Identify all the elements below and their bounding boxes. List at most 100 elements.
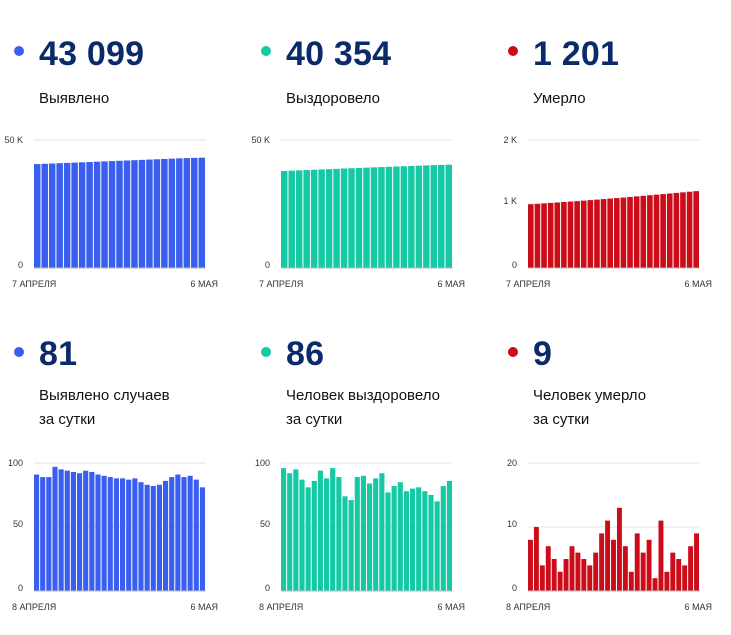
- bar: [446, 480, 452, 591]
- bar: [391, 486, 397, 591]
- bar: [686, 191, 693, 268]
- bar: [354, 477, 360, 591]
- y-tick-label: 2 K: [503, 135, 517, 145]
- bar: [393, 166, 400, 268]
- bar: [336, 477, 342, 591]
- bar: [397, 482, 403, 591]
- bar: [673, 192, 680, 268]
- bar: [293, 469, 299, 591]
- panel-recovered-total: 40 354 Выздоровело 0 50 K 7 АПРЕЛЯ 6 МАЯ: [247, 0, 477, 635]
- x-end-label: 6 МАЯ: [684, 279, 712, 289]
- bar: [348, 168, 355, 268]
- x-start-label: 7 АПРЕЛЯ: [506, 279, 550, 289]
- bar: [126, 479, 132, 591]
- bar: [688, 546, 694, 591]
- bar: [108, 161, 116, 268]
- bar: [614, 198, 620, 268]
- bar: [646, 539, 652, 591]
- panel-deaths-total: 1 201 Умерло 0 1 K 2 K 7 АПРЕЛЯ 6 МАЯ: [494, 0, 724, 635]
- stat-value: 81: [39, 335, 78, 373]
- bar: [415, 165, 423, 268]
- bar: [163, 480, 169, 591]
- bar: [146, 159, 153, 268]
- bar: [288, 170, 295, 268]
- bar: [563, 559, 569, 591]
- bar: [653, 194, 660, 268]
- bar: [694, 533, 699, 591]
- x-start-label: 7 АПРЕЛЯ: [12, 279, 56, 289]
- stat-label: Выздоровело: [286, 90, 381, 107]
- stat-label: Человек умерло: [533, 387, 647, 404]
- bar: [360, 475, 366, 591]
- bar: [34, 164, 41, 268]
- bar: [438, 164, 445, 268]
- bar: [528, 204, 534, 268]
- bar: [86, 161, 93, 268]
- y-tick-label: 0: [265, 260, 270, 270]
- bar: [89, 471, 95, 591]
- bar: [120, 478, 126, 591]
- bar: [533, 527, 539, 591]
- bar: [123, 160, 131, 268]
- bar: [378, 167, 385, 268]
- bar: [363, 167, 370, 268]
- bar: [400, 166, 408, 268]
- bar: [93, 161, 101, 268]
- bar: [628, 571, 634, 591]
- bar: [342, 496, 348, 591]
- legend-dot: [261, 46, 271, 56]
- y-tick-label: 10: [507, 519, 517, 529]
- x-end-label: 6 МАЯ: [190, 279, 218, 289]
- bar: [587, 200, 594, 268]
- y-tick-label: 100: [8, 458, 23, 468]
- bar: [95, 474, 101, 591]
- panel-recovered-daily: 86 Человек выздоровело за сутки 0 50 100 8 АПР…: [247, 0, 477, 635]
- bar: [58, 469, 64, 591]
- bar: [640, 552, 646, 591]
- stat-value: 40 354: [286, 35, 392, 73]
- bar: [287, 473, 293, 591]
- bar: [311, 480, 317, 591]
- bar: [161, 158, 168, 268]
- bar: [295, 170, 303, 268]
- bar: [113, 478, 119, 591]
- bar: [138, 482, 144, 591]
- bar: [191, 157, 198, 268]
- bar: [574, 201, 580, 268]
- stat-value: 43 099: [39, 35, 145, 73]
- bar: [48, 163, 56, 268]
- bar: [410, 488, 416, 591]
- bar: [569, 546, 575, 591]
- stat-label: Выявлено: [39, 90, 110, 107]
- bar: [428, 495, 434, 591]
- bar: [554, 202, 561, 268]
- bar: [333, 168, 340, 268]
- bar: [607, 198, 613, 268]
- x-start-label: 8 АПРЕЛЯ: [12, 602, 56, 612]
- bar: [605, 520, 611, 591]
- bar: [46, 477, 52, 591]
- bar: [310, 169, 318, 268]
- bar: [622, 546, 628, 591]
- bar: [567, 201, 574, 268]
- bar: [408, 165, 415, 268]
- bar: [528, 539, 533, 591]
- bar: [670, 552, 676, 591]
- stat-label: Выявлено случаев: [39, 387, 170, 404]
- stat-label: за сутки: [286, 411, 343, 428]
- bar: [193, 479, 199, 591]
- legend-dot: [14, 46, 24, 56]
- bar: [70, 471, 76, 591]
- stat-label: за сутки: [533, 411, 590, 428]
- bar: [581, 559, 587, 591]
- x-end-label: 6 МАЯ: [437, 279, 465, 289]
- panel-deaths-daily: 9 Человек умерло за сутки 0 10 20 8 АПРЕЛЯ 6 МА…: [494, 0, 724, 635]
- bar-chart: 0 50 100 8 АПРЕЛЯ 6 МАЯ: [8, 458, 218, 612]
- stat-value: 86: [286, 335, 325, 373]
- bar: [616, 507, 622, 591]
- y-tick-label: 0: [18, 583, 23, 593]
- bar: [63, 162, 71, 268]
- bar: [101, 475, 107, 591]
- stat-value: 9: [533, 335, 553, 373]
- bar: [633, 196, 640, 268]
